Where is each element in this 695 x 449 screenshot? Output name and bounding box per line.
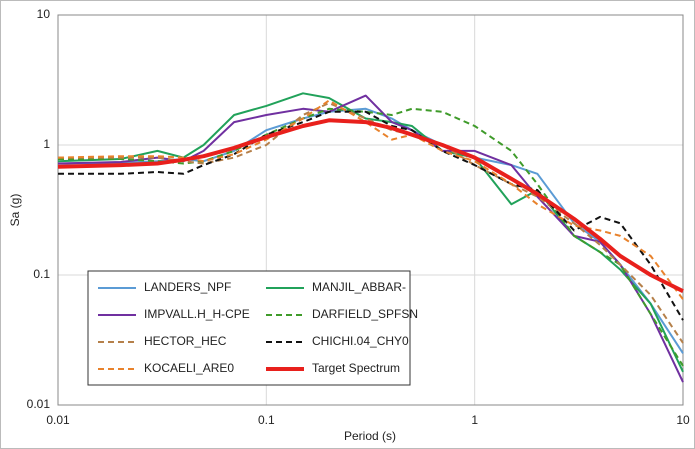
- x-tick-label: 0.01: [46, 413, 70, 427]
- y-axis-label: Sa (g): [8, 194, 22, 227]
- x-tick-label: 0.1: [258, 413, 275, 427]
- legend-label: HECTOR_HEC: [144, 334, 227, 348]
- x-axis-label: Period (s): [344, 429, 396, 443]
- x-tick-label: 1: [471, 413, 478, 427]
- legend-label: MANJIL_ABBAR-: [312, 280, 406, 294]
- plot-frame: [57, 14, 684, 406]
- legend: LANDERS_NPF MANJIL_ABBAR- IMPVALL.H_H-CPE D…: [87, 270, 418, 386]
- legend-box: [87, 270, 411, 386]
- y-tick-label: 1: [43, 137, 50, 151]
- y-tick-label: 0.01: [27, 397, 51, 411]
- legend-label: IMPVALL.H_H-CPE: [144, 307, 250, 321]
- series-line: [57, 118, 684, 293]
- x-tick-label: 10: [676, 413, 690, 427]
- legend-label: KOCAELI_ARE0: [144, 361, 234, 375]
- series-line: [57, 99, 684, 300]
- y-tick-label: 0.1: [33, 267, 50, 281]
- legend-label: CHICHI.04_CHY0: [312, 334, 409, 348]
- legend-label: Target Spectrum: [312, 361, 400, 375]
- y-tick-label: 10: [37, 7, 51, 21]
- series-line: [58, 102, 684, 344]
- series-line: [58, 110, 684, 321]
- legend-label: DARFIELD_SPFSN: [312, 307, 418, 321]
- legend-label: LANDERS_NPF: [144, 280, 231, 294]
